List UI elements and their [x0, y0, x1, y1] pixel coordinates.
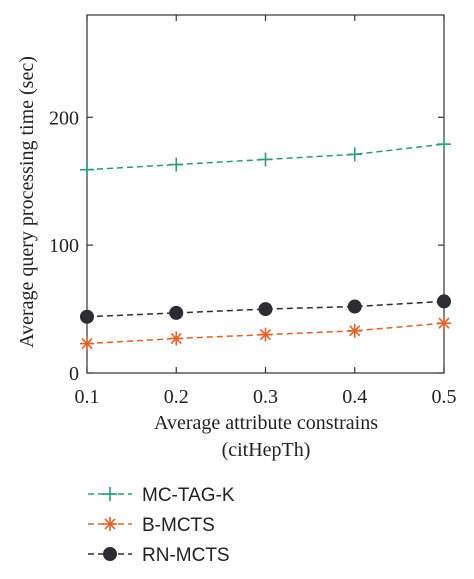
data-point-asterisk: [80, 336, 94, 351]
data-point-circle: [103, 547, 117, 561]
data-point-circle: [437, 294, 451, 309]
y-tick-label: 100: [49, 235, 79, 257]
series-rn-mcts: [80, 294, 451, 324]
x-tick-label: 0.4: [342, 386, 367, 408]
y-axis-label: Average query processing time (sec): [16, 56, 38, 348]
legend-item: MC-TAG-K: [88, 485, 235, 506]
x-axis-label: Average attribute constrains: [154, 412, 378, 434]
legend-label: B-MCTS: [142, 515, 215, 536]
data-point-circle: [80, 309, 94, 324]
data-point-asterisk: [437, 316, 451, 331]
data-point-asterisk: [347, 323, 362, 338]
y-axis-ticks: 0 100 200: [49, 107, 444, 385]
series-mc-tag-k: [80, 137, 451, 177]
legend-label: MC-TAG-K: [142, 485, 235, 506]
plot-frame: [86, 14, 445, 374]
x-axis-sublabel: (citHepTh): [222, 439, 311, 461]
legend-item: B-MCTS: [88, 515, 215, 536]
y-tick-label: 200: [49, 107, 79, 129]
data-point-circle: [258, 302, 273, 317]
series-b-mcts: [80, 316, 451, 351]
data-point-asterisk: [258, 327, 273, 342]
x-axis-ticks: 0.1 0.2 0.3 0.4 0.5: [75, 15, 457, 408]
data-point-asterisk: [103, 517, 117, 531]
data-point-circle: [347, 299, 362, 314]
data-point-asterisk: [169, 331, 184, 346]
legend-item: RN-MCTS: [88, 545, 230, 566]
series-layer: [80, 137, 451, 351]
x-tick-label: 0.3: [253, 386, 278, 408]
x-tick-label: 0.5: [432, 386, 457, 408]
data-point-circle: [169, 305, 184, 320]
legend: MC-TAG-K B-MCTS RN-MCTS: [88, 485, 235, 566]
legend-label: RN-MCTS: [142, 545, 230, 566]
y-tick-label: 0: [69, 363, 79, 385]
x-tick-label: 0.1: [75, 386, 100, 408]
x-tick-label: 0.2: [164, 386, 189, 408]
